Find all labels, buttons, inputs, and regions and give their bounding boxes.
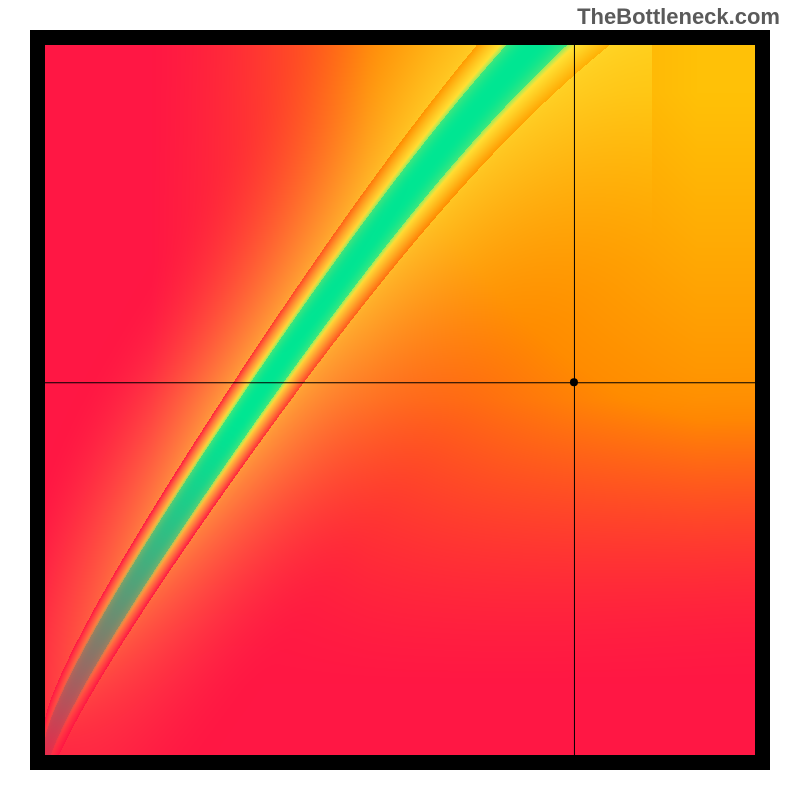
heatmap-canvas xyxy=(45,45,755,755)
heatmap-plot xyxy=(45,45,755,755)
chart-frame xyxy=(30,30,770,770)
chart-container: TheBottleneck.com xyxy=(0,0,800,800)
watermark-text: TheBottleneck.com xyxy=(577,4,780,30)
